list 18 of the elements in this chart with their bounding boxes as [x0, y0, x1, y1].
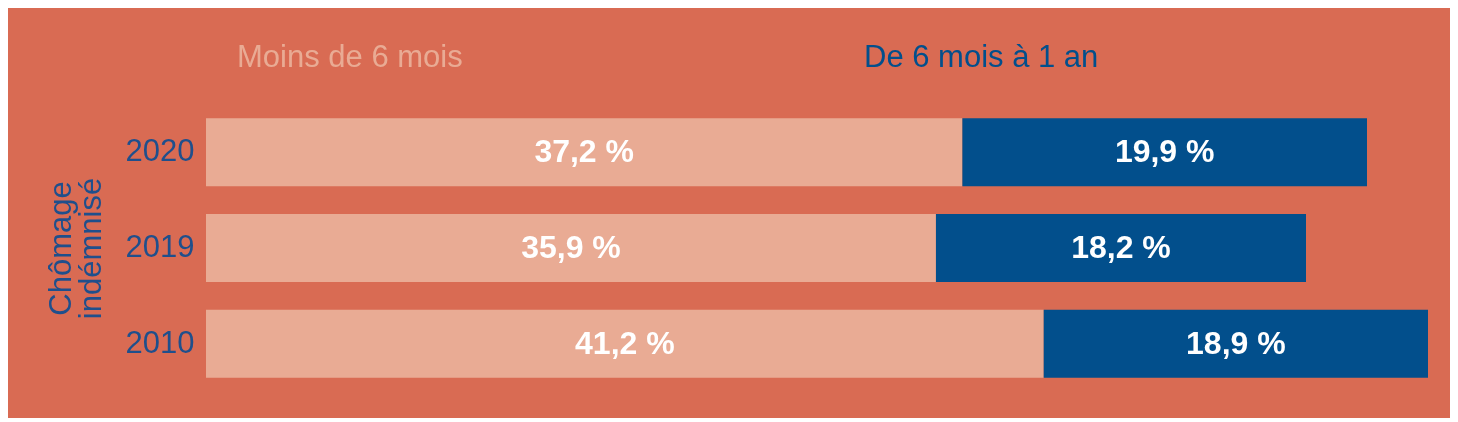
data-label: 18,2 % — [1071, 229, 1171, 265]
data-label: 18,9 % — [1186, 324, 1286, 361]
series-label: Moins de 6 mois — [237, 38, 463, 74]
bar — [206, 214, 936, 282]
data-label: 37,2 % — [534, 133, 634, 170]
data-label: 19,9 % — [1114, 133, 1215, 170]
bar — [935, 214, 1306, 282]
data-label: 35,9 % — [521, 229, 621, 265]
bar — [206, 118, 963, 187]
bar — [206, 309, 1044, 378]
y-axis-title: Chômage indémnisé — [42, 177, 108, 320]
series-label: De 6 mois à 1 an — [864, 38, 1099, 74]
data-label: 41,2 % — [575, 324, 675, 361]
bar — [962, 118, 1367, 187]
y-tick-label: 2010 — [125, 324, 195, 360]
y-tick-label: 2019 — [125, 229, 195, 264]
y-tick-label: 2020 — [125, 133, 195, 169]
bar — [1043, 309, 1428, 378]
